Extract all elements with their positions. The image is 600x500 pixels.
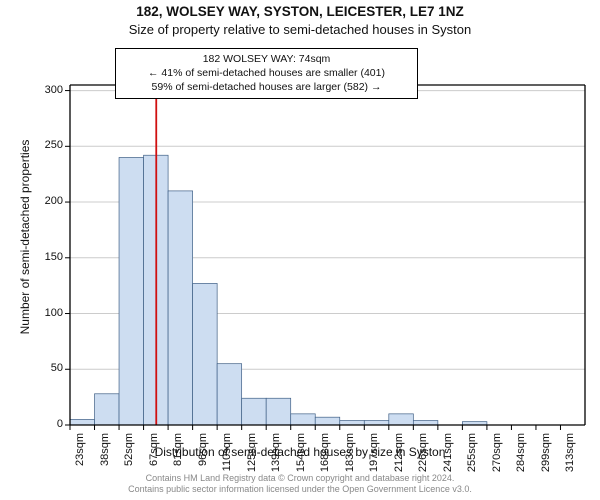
histogram-bar	[340, 421, 365, 425]
annotation-title: 182 WOLSEY WAY: 74sqm	[124, 52, 409, 66]
page-title: 182, WOLSEY WAY, SYSTON, LEICESTER, LE7 …	[0, 4, 600, 19]
annotation-line-larger: 59% of semi-detached houses are larger (…	[124, 80, 409, 94]
chart-container: 182, WOLSEY WAY, SYSTON, LEICESTER, LE7 …	[0, 0, 600, 500]
footer-attribution: Contains HM Land Registry data © Crown c…	[0, 473, 600, 496]
y-tick-label: 200	[33, 195, 63, 207]
histogram-bar	[95, 394, 120, 425]
histogram-bar	[291, 414, 316, 425]
histogram-bar	[242, 398, 267, 425]
histogram-bar	[315, 417, 340, 425]
y-tick-label: 250	[33, 139, 63, 151]
histogram-chart	[0, 40, 600, 440]
annotation-line-smaller: ← 41% of semi-detached houses are smalle…	[124, 66, 409, 80]
y-tick-label: 150	[33, 251, 63, 263]
y-tick-label: 0	[33, 418, 63, 430]
histogram-bar	[364, 421, 389, 425]
histogram-bar	[70, 419, 95, 425]
histogram-bar	[389, 414, 414, 425]
annotation-box: 182 WOLSEY WAY: 74sqm ← 41% of semi-deta…	[115, 48, 418, 99]
histogram-bar	[168, 191, 193, 425]
y-tick-label: 300	[33, 84, 63, 96]
histogram-bar	[193, 283, 218, 425]
histogram-bar	[413, 421, 438, 425]
footer-line-2: Contains public sector information licen…	[0, 484, 600, 495]
histogram-bar	[266, 398, 291, 425]
histogram-bar	[217, 364, 242, 425]
y-tick-label: 100	[33, 307, 63, 319]
y-tick-label: 50	[33, 362, 63, 374]
footer-line-1: Contains HM Land Registry data © Crown c…	[0, 473, 600, 484]
page-subtitle: Size of property relative to semi-detach…	[0, 22, 600, 37]
histogram-bar	[119, 157, 144, 425]
